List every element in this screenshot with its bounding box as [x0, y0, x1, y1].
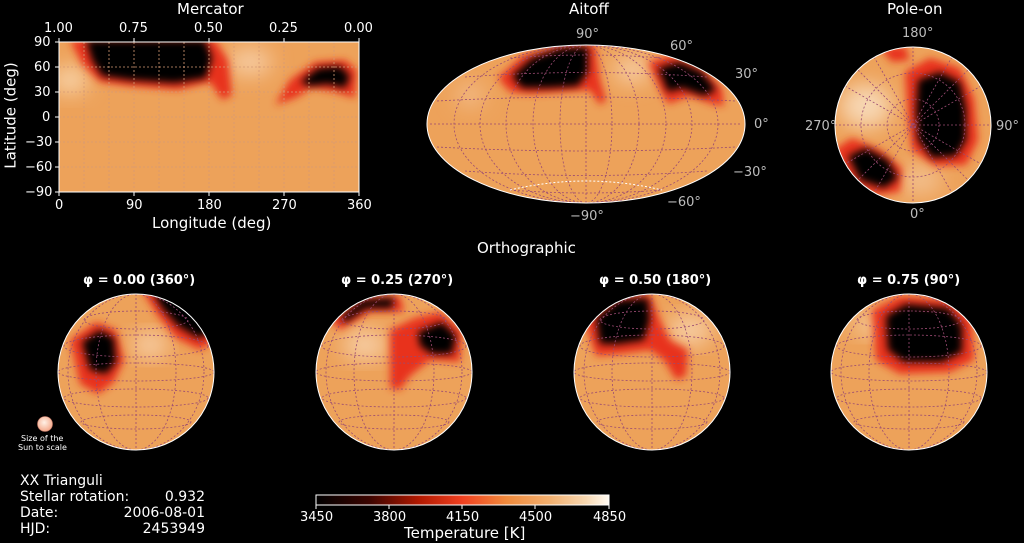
aitoff-tick-m90: −90° [570, 209, 604, 224]
ortho-globe-2 [315, 293, 473, 451]
colorbar-tick-3800: 3800 [373, 510, 407, 525]
aitoff-tick-60: 60° [670, 39, 694, 54]
pole-on-map [834, 46, 992, 204]
pole-on-tick-0: 0° [910, 207, 925, 222]
mercator-y-tick-90: 90 [34, 35, 51, 50]
date-label: Date: [20, 505, 59, 521]
aitoff-map [426, 44, 746, 204]
mercator-y-tick-30: 30 [34, 85, 51, 100]
mercator-x-tick-90: 90 [126, 198, 143, 213]
colorbar-label: Temperature [K] [404, 524, 526, 542]
ortho-globe-4 [830, 293, 988, 451]
mercator-y-tick-60: 60 [34, 60, 51, 75]
mercator-top-tick-3: 0.50 [194, 21, 223, 36]
mercator-title: Mercator [177, 0, 244, 18]
aitoff-tick-90: 90° [576, 27, 600, 42]
mercator-xlabel: Longitude (deg) [152, 214, 272, 232]
ortho-title: Orthographic [477, 239, 576, 257]
phase-label-3: φ = 0.50 (180°) [599, 273, 712, 288]
sun-label-line-1: Size of the [21, 434, 64, 443]
mercator-y-tick-m60: −60 [25, 160, 53, 175]
aitoff-tick-m30: −30° [733, 165, 767, 180]
pole-on-tick-270: 270° [805, 119, 837, 134]
mercator-top-tick-5: 0.00 [344, 21, 373, 36]
mercator-top-tick-4: 0.25 [269, 21, 298, 36]
mercator-top-tick-2: 0.75 [119, 21, 148, 36]
sun-scale-marker [37, 416, 53, 432]
aitoff-tick-m60: −60° [667, 195, 701, 210]
pole-on-title: Pole-on [887, 0, 943, 18]
hjd-label: HJD: [20, 521, 51, 537]
date-value: 2006-08-01 [123, 505, 205, 521]
mercator-x-tick-360: 360 [347, 198, 372, 213]
mercator-y-tick-m90: −90 [25, 185, 53, 200]
mercator-x-tick-0: 0 [55, 198, 64, 213]
colorbar-tick-3450: 3450 [300, 510, 334, 525]
colorbar-tick-4850: 4850 [593, 510, 627, 525]
ortho-globe-1 [57, 293, 215, 451]
aitoff-tick-0: 0° [754, 117, 769, 132]
mercator-y-tick-m30: −30 [25, 135, 53, 150]
phase-label-4: φ = 0.75 (90°) [857, 273, 961, 288]
pole-on-tick-90: 90° [996, 119, 1020, 134]
ortho-globe-3 [573, 293, 731, 451]
mercator-map [55, 38, 360, 196]
pole-on-tick-180: 180° [902, 26, 934, 41]
phase-label-2: φ = 0.25 (270°) [341, 273, 454, 288]
mercator-x-tick-270: 270 [272, 198, 297, 213]
aitoff-tick-30: 30° [735, 67, 759, 82]
mercator-y-tick-0: 0 [42, 110, 51, 125]
phase-label-1: φ = 0.00 (360°) [83, 273, 196, 288]
colorbar [315, 494, 610, 509]
mercator-ylabel: Latitude (deg) [1, 62, 20, 169]
hjd-value: 2453949 [142, 521, 205, 537]
colorbar-tick-4500: 4500 [519, 510, 553, 525]
sun-label-line-2: Sun to scale [18, 443, 67, 452]
mercator-x-tick-180: 180 [197, 198, 222, 213]
rotation-label: Stellar rotation: [20, 489, 130, 505]
star-name: XX Trianguli [20, 473, 103, 489]
colorbar-tick-4150: 4150 [446, 510, 480, 525]
aitoff-title: Aitoff [569, 0, 609, 18]
rotation-value: 0.932 [164, 489, 205, 505]
mercator-top-tick-1: 1.00 [44, 21, 73, 36]
